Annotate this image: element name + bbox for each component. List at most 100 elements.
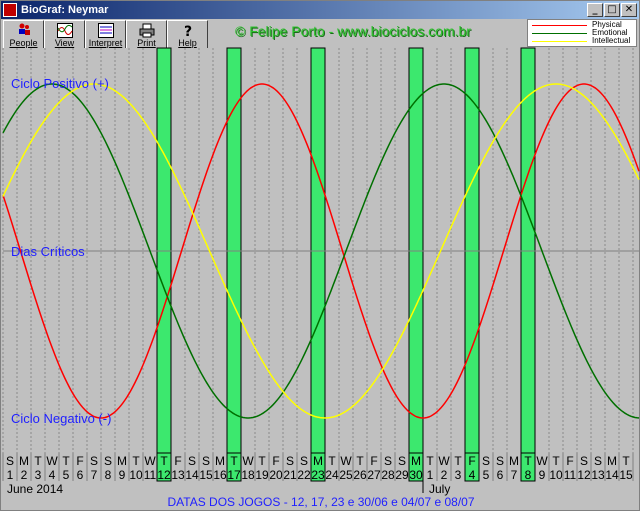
weekday-tick-label: S [188, 454, 196, 468]
legend-physical: Physical [530, 20, 634, 29]
day-tick-label: 2 [21, 468, 28, 482]
day-tick-label: 25 [339, 468, 353, 482]
weekday-tick-label: M [19, 454, 29, 468]
critical-days-label: Dias Críticos [11, 244, 85, 259]
app-icon [3, 3, 17, 17]
day-tick-label: 5 [483, 468, 490, 482]
day-tick-label: 12 [577, 468, 591, 482]
day-tick-label: 14 [605, 468, 619, 482]
close-button[interactable]: ✕ [621, 3, 637, 17]
day-tick-label: 22 [297, 468, 311, 482]
copyright-text: © Felipe Porto - www.biociclos.com.br [235, 23, 471, 39]
weekday-tick-label: M [607, 454, 617, 468]
day-tick-label: 10 [129, 468, 143, 482]
weekday-tick-label: M [411, 454, 421, 468]
interpret-icon [98, 23, 114, 38]
day-tick-label: 12 [157, 468, 171, 482]
game-day-axis-highlight [464, 452, 480, 482]
weekday-tick-label: T [356, 454, 364, 468]
weekday-tick-label: W [46, 454, 58, 468]
weekday-tick-label: W [242, 454, 254, 468]
day-tick-label: 30 [409, 468, 423, 482]
day-tick-label: 16 [213, 468, 227, 482]
weekday-tick-label: W [438, 454, 450, 468]
series-intellectual-line [2, 83, 640, 419]
day-tick-label: 15 [199, 468, 213, 482]
day-tick-label: 17 [227, 468, 241, 482]
weekday-tick-label: W [144, 454, 156, 468]
game-day-axis-highlight [310, 452, 326, 482]
day-tick-label: 10 [549, 468, 563, 482]
weekday-tick-label: F [76, 454, 83, 468]
weekday-tick-label: S [594, 454, 602, 468]
game-day-highlight [156, 47, 172, 482]
help-label: Help [178, 38, 197, 48]
window-title: BioGraf: Neymar [21, 4, 109, 16]
day-tick-label: 1 [427, 468, 434, 482]
print-label: Print [137, 38, 156, 48]
day-tick-label: 3 [35, 468, 42, 482]
weekday-tick-label: S [580, 454, 588, 468]
svg-text:?: ? [184, 24, 192, 38]
weekday-tick-label: S [300, 454, 308, 468]
month-label-june: June 2014 [7, 482, 64, 496]
legend-intellectual-swatch [532, 41, 587, 42]
day-tick-label: 26 [353, 468, 367, 482]
day-tick-label: 8 [105, 468, 112, 482]
weekday-tick-label: T [552, 454, 560, 468]
maximize-button[interactable]: □ [604, 3, 620, 17]
day-tick-label: 19 [255, 468, 269, 482]
weekday-tick-label: S [496, 454, 504, 468]
day-tick-label: 24 [325, 468, 339, 482]
weekday-tick-label: S [202, 454, 210, 468]
legend-physical-label: Physical [592, 20, 622, 29]
day-tick-label: 9 [539, 468, 546, 482]
weekday-tick-label: F [370, 454, 377, 468]
day-tick-label: 4 [49, 468, 56, 482]
day-tick-label: 20 [269, 468, 283, 482]
game-day-axis-highlight [226, 452, 242, 482]
day-tick-label: 6 [77, 468, 84, 482]
view-label: View [54, 38, 75, 48]
game-day-axis-highlight [520, 452, 536, 482]
day-tick-label: 4 [469, 468, 476, 482]
interpret-button[interactable]: Interpret [85, 20, 126, 50]
weekday-tick-label: T [258, 454, 266, 468]
day-tick-label: 5 [63, 468, 70, 482]
weekday-tick-label: T [230, 454, 238, 468]
weekday-tick-label: W [536, 454, 548, 468]
weekday-tick-label: F [272, 454, 279, 468]
day-tick-label: 18 [241, 468, 255, 482]
weekday-tick-label: T [34, 454, 42, 468]
legend-physical-swatch [532, 25, 587, 26]
minimize-button[interactable]: _ [587, 3, 603, 17]
legend-intellectual-label: Intellectual [592, 36, 631, 45]
weekday-tick-label: M [215, 454, 225, 468]
game-day-highlight [520, 47, 536, 482]
day-tick-label: 7 [511, 468, 518, 482]
legend-emotional-label: Emotional [592, 28, 628, 37]
negative-cycle-label: Ciclo Negativo (-) [11, 411, 112, 426]
day-tick-label: 28 [381, 468, 395, 482]
weekday-tick-label: S [6, 454, 14, 468]
day-tick-label: 13 [171, 468, 185, 482]
view-icon [57, 23, 73, 38]
weekday-tick-label: T [62, 454, 70, 468]
day-tick-label: 23 [311, 468, 325, 482]
weekday-tick-label: T [160, 454, 168, 468]
series-physical-line [2, 83, 640, 419]
view-button[interactable]: View [44, 20, 85, 50]
title-bar[interactable]: BioGraf: Neymar _ □ ✕ [1, 1, 639, 19]
help-button[interactable]: ? Help [167, 20, 208, 50]
day-tick-label: 8 [525, 468, 532, 482]
weekday-tick-label: T [426, 454, 434, 468]
day-tick-label: 11 [564, 468, 577, 482]
weekday-tick-label: S [104, 454, 112, 468]
weekday-tick-label: S [90, 454, 98, 468]
weekday-tick-label: F [174, 454, 181, 468]
day-tick-label: 13 [591, 468, 605, 482]
weekday-tick-label: S [286, 454, 294, 468]
day-tick-label: 29 [395, 468, 409, 482]
